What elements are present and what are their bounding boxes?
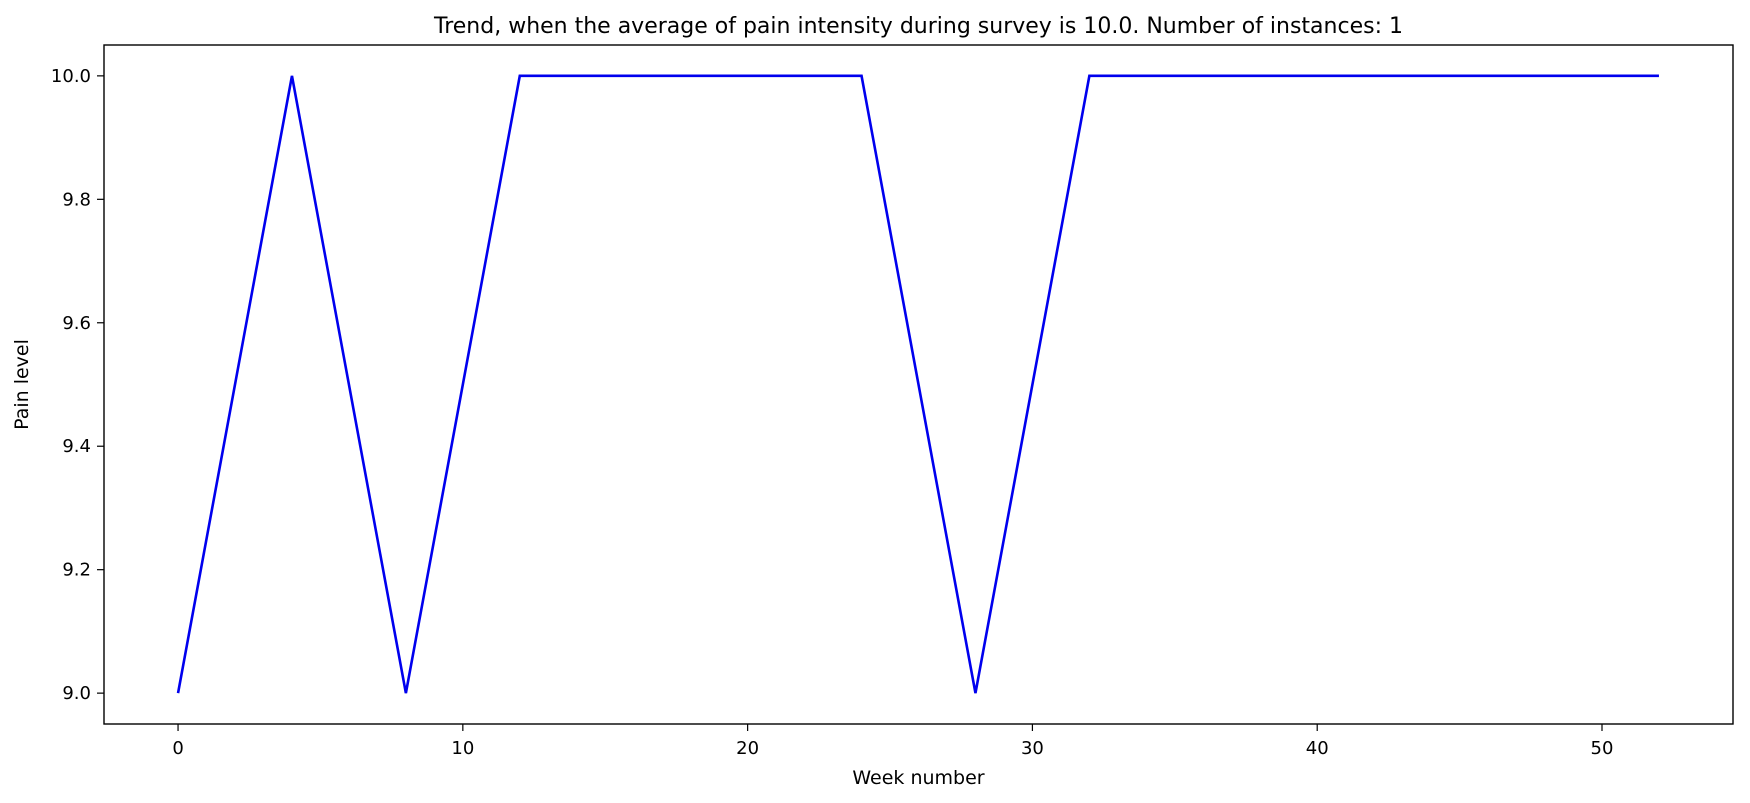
x-tick-label: 30 (1021, 738, 1044, 759)
x-tick-label: 0 (172, 738, 183, 759)
y-axis-ticks: 9.0 9.2 9.4 9.6 9.8 10.0 (51, 66, 104, 704)
y-axis-label: Pain level (11, 339, 33, 430)
y-tick-label: 9.4 (62, 436, 91, 457)
plot-area-frame (103, 44, 1734, 725)
y-tick-label: 9.2 (62, 560, 91, 581)
y-tick-label: 10.0 (51, 66, 91, 87)
y-tick-label: 9.0 (62, 683, 91, 704)
x-tick-label: 20 (736, 738, 759, 759)
x-tick-label: 40 (1306, 738, 1329, 759)
series-line (176, 74, 1659, 694)
y-tick-label: 9.6 (62, 313, 91, 334)
x-tick-label: 50 (1591, 738, 1614, 759)
series-layer (176, 74, 1659, 694)
x-tick-label: 10 (451, 738, 474, 759)
x-axis-label: Week number (852, 767, 984, 789)
x-axis-ticks: 0 10 20 30 40 50 (172, 724, 1613, 759)
y-tick-label: 9.8 (62, 189, 91, 210)
chart-title: Trend, when the average of pain intensit… (433, 14, 1403, 39)
